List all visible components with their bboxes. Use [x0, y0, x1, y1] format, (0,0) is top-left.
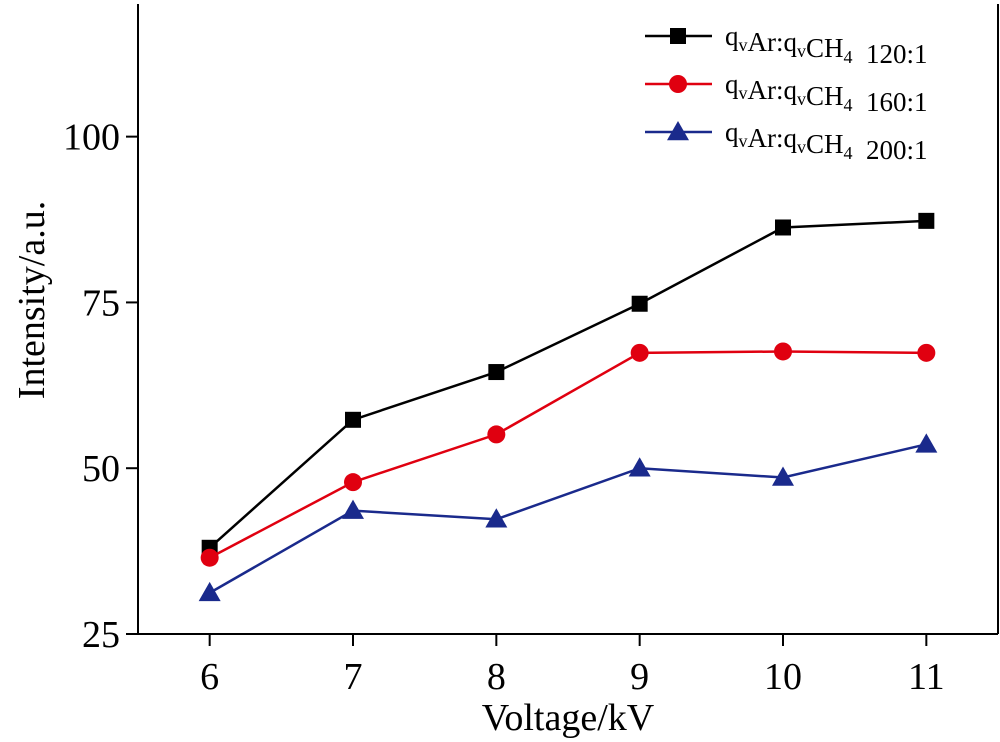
series-3: [198, 433, 938, 602]
legend-text-part: CH: [806, 81, 844, 111]
legend-item-3: qvAr:qvCH4 200:1: [645, 117, 928, 165]
legend-label: qvAr:qvCH4 120:1: [725, 21, 928, 69]
legend-subscript: v: [797, 41, 806, 61]
data-point-triangle: [915, 433, 938, 453]
series-2: [200, 342, 936, 567]
data-point-square: [775, 219, 791, 236]
axes: 6 7 8 9 10 11 25 50 75 100: [63, 4, 999, 698]
series-line: [209, 443, 927, 594]
data-point-circle: [669, 75, 687, 93]
y-axis-label: Intensity/a.u.: [11, 201, 53, 399]
x-tick-label: 11: [908, 656, 945, 698]
legend-label: qvAr:qvCH4 160:1: [725, 69, 928, 117]
x-tick-label: 9: [630, 656, 649, 698]
data-point-circle: [344, 473, 362, 492]
data-point-square: [488, 364, 505, 381]
legend-text-part: CH: [806, 33, 844, 63]
series-1: [201, 212, 935, 556]
legend-text-part: q: [784, 75, 798, 105]
legend-subscript: v: [739, 83, 748, 103]
legend-subscript: 4: [844, 47, 853, 67]
data-point-triangle: [772, 466, 794, 486]
data-point-square: [918, 212, 935, 229]
legend-text-part: Ar:: [748, 27, 784, 57]
legend-text-part: q: [784, 27, 798, 57]
data-point-triangle: [485, 508, 508, 528]
series-line: [208, 219, 927, 549]
data-point-circle: [487, 425, 506, 444]
legend-text-part: 120:1: [853, 39, 928, 69]
x-tick-label: 7: [344, 656, 363, 698]
legend-text-part: q: [725, 21, 739, 51]
data-point-circle: [917, 343, 936, 362]
y-tick-label: 75: [82, 282, 120, 324]
data-point-circle: [200, 548, 219, 567]
legend-subscript: v: [797, 137, 806, 157]
x-axis-label: Voltage/kV: [482, 697, 655, 739]
data-point-triangle: [667, 121, 689, 141]
data-point-triangle: [628, 457, 651, 477]
data-point-square: [345, 411, 361, 428]
data-point-circle: [774, 342, 792, 361]
series-line: [209, 350, 927, 559]
x-tick-label: 10: [764, 656, 802, 698]
legend-text-part: q: [725, 69, 739, 99]
data-point-square: [670, 28, 686, 44]
legend-subscript: 4: [844, 95, 853, 115]
x-tick-label: 6: [200, 656, 219, 698]
data-point-square: [631, 295, 648, 312]
data-point-triangle: [342, 499, 364, 519]
data-point-triangle: [198, 581, 221, 602]
y-tick-label: 25: [82, 614, 120, 656]
legend-subscript: v: [739, 131, 748, 151]
legend-subscript: 4: [844, 143, 853, 163]
data-point-circle: [630, 343, 649, 362]
legend-text-part: Ar:: [748, 75, 784, 105]
y-tick-label: 100: [63, 117, 120, 159]
x-tick-label: 8: [487, 656, 506, 698]
legend-subscript: v: [797, 89, 806, 109]
legend-item-1: qvAr:qvCH4 120:1: [645, 21, 928, 69]
legend-item-2: qvAr:qvCH4 160:1: [645, 69, 928, 117]
legend-text-part: Ar:: [748, 123, 784, 153]
y-tick-label: 50: [82, 448, 120, 490]
legend-text-part: q: [784, 123, 798, 153]
legend-label: qvAr:qvCH4 200:1: [725, 117, 928, 165]
legend-text-part: CH: [806, 129, 844, 159]
legend-text-part: 160:1: [853, 87, 928, 117]
legend-subscript: v: [739, 35, 748, 55]
legend-text-part: 200:1: [853, 135, 928, 165]
series-layer: [198, 212, 938, 602]
legend-text-part: q: [725, 117, 739, 147]
